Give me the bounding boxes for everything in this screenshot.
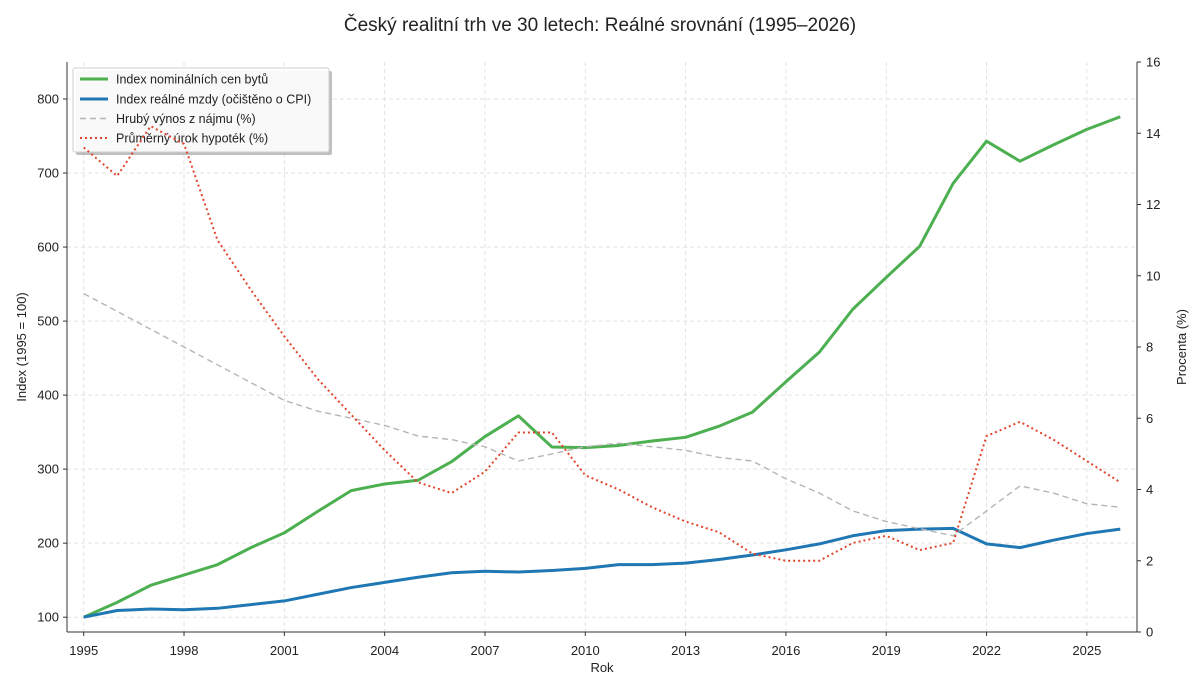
legend-label-rental-yield: Hrubý výnos z nájmu (%) (116, 112, 256, 126)
legend-entry: Průměrný úrok hypoték (%) (80, 132, 268, 146)
left-y-tick-label: 200 (37, 536, 59, 551)
x-tick-label: 2025 (1072, 643, 1101, 658)
right-y-tick-label: 10 (1146, 268, 1160, 283)
left-y-tick-label: 600 (37, 240, 59, 255)
right-y-tick-label: 4 (1146, 482, 1153, 497)
grid (67, 62, 1137, 632)
chart-title: Český realitní trh ve 30 letech: Reálné … (344, 14, 856, 36)
x-tick-label: 2004 (370, 643, 399, 658)
primary-axis-series (83, 115, 1121, 619)
legend-entry: Index nominálních cen bytů (80, 73, 268, 87)
left-y-tick-label: 700 (37, 166, 59, 181)
x-axis-label: Rok (590, 660, 614, 675)
x-tick-label: 2022 (972, 643, 1001, 658)
left-y-tick-label: 400 (37, 388, 59, 403)
right-y-axis-ticks: 0 2 4 6 8 10 12 14 16 (1137, 55, 1160, 640)
x-tick-label: 2016 (771, 643, 800, 658)
x-tick-label: 1998 (170, 643, 199, 658)
left-y-tick-label: 300 (37, 462, 59, 477)
legend: Index nominálních cen bytů Index reálné … (72, 67, 332, 155)
x-tick-label: 2001 (270, 643, 299, 658)
secondary-axis-series (83, 125, 1121, 562)
legend-entry: Hrubý výnos z nájmu (%) (80, 112, 256, 126)
x-tick-label: 2019 (872, 643, 901, 658)
legend-label-mortgage-rate: Průměrný úrok hypoték (%) (116, 132, 268, 146)
right-y-tick-label: 12 (1146, 197, 1160, 212)
x-tick-label: 2013 (671, 643, 700, 658)
right-y-tick-label: 8 (1146, 340, 1153, 355)
left-y-axis-ticks: 100 200 300 400 500 600 700 800 (37, 92, 67, 625)
legend-entry: Index reálné mzdy (očištěno o CPI) (80, 93, 311, 107)
x-tick-label: 2007 (471, 643, 500, 658)
x-tick-label: 2010 (571, 643, 600, 658)
series-line-mortgage-rate (83, 125, 1121, 562)
legend-label-nominal-price-index: Index nominálních cen bytů (116, 73, 268, 87)
x-tick-label: 1995 (69, 643, 98, 658)
left-y-tick-label: 100 (37, 610, 59, 625)
left-y-axis-label: Index (1995 = 100) (14, 292, 29, 402)
right-y-tick-label: 6 (1146, 411, 1153, 426)
legend-label-real-wage-index: Index reálné mzdy (očištěno o CPI) (116, 93, 311, 107)
x-axis-ticks: 1995 1998 2001 2004 2007 2010 2013 2016 2019 2022… (69, 632, 1101, 658)
right-y-tick-label: 2 (1146, 553, 1153, 568)
left-y-tick-label: 800 (37, 92, 59, 107)
right-y-tick-label: 16 (1146, 55, 1160, 70)
legend-box (72, 67, 330, 153)
right-y-axis-label: Procenta (%) (1174, 309, 1189, 385)
right-y-tick-label: 0 (1146, 625, 1153, 640)
series-line-nominal-price-index (83, 115, 1121, 619)
left-y-tick-label: 500 (37, 314, 59, 329)
right-y-tick-label: 14 (1146, 126, 1160, 141)
series-line-real-wage-index (83, 526, 1121, 619)
series-line-rental-yield (83, 292, 1121, 537)
